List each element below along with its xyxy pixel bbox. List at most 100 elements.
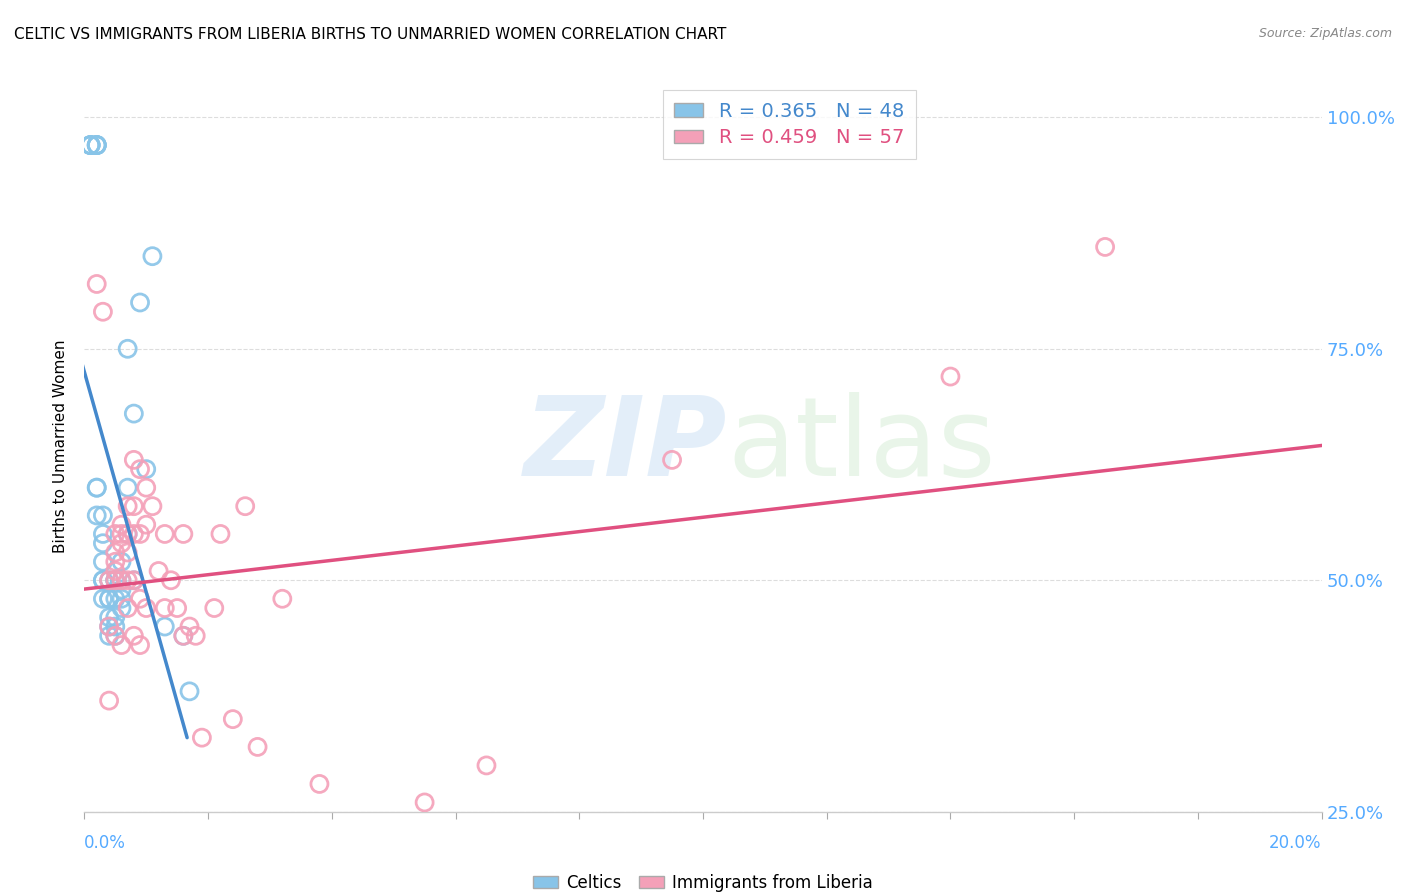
Point [129, 638, 152, 652]
Point [91, 527, 114, 541]
Point [91, 508, 114, 523]
Point [122, 574, 145, 588]
Point [135, 601, 157, 615]
Point [939, 369, 962, 384]
Point [110, 582, 132, 597]
Point [233, 499, 256, 513]
Point [98, 574, 121, 588]
Point [117, 601, 139, 615]
Text: 0.0%: 0.0% [84, 834, 127, 852]
Point [117, 342, 139, 356]
Point [135, 517, 157, 532]
Point [117, 499, 139, 513]
Text: atlas: atlas [728, 392, 997, 500]
Text: 20.0%: 20.0% [1270, 834, 1322, 852]
Point [179, 619, 201, 633]
Point [179, 684, 201, 698]
Point [91, 591, 114, 606]
Point [117, 574, 139, 588]
Point [413, 796, 436, 810]
Point [110, 555, 132, 569]
Point [86, 277, 108, 291]
Point [153, 601, 176, 615]
Point [104, 574, 127, 588]
Point [246, 739, 269, 754]
Point [122, 574, 145, 588]
Point [135, 462, 157, 476]
Point [117, 527, 139, 541]
Point [98, 629, 121, 643]
Point [104, 629, 127, 643]
Point [122, 527, 145, 541]
Point [98, 610, 121, 624]
Point [110, 574, 132, 588]
Point [98, 619, 121, 633]
Point [104, 527, 127, 541]
Point [86, 138, 108, 153]
Text: CELTIC VS IMMIGRANTS FROM LIBERIA BIRTHS TO UNMARRIED WOMEN CORRELATION CHART: CELTIC VS IMMIGRANTS FROM LIBERIA BIRTHS… [14, 27, 727, 42]
Point [110, 638, 132, 652]
Legend: Celtics, Immigrants from Liberia: Celtics, Immigrants from Liberia [527, 867, 879, 892]
Y-axis label: Births to Unmarried Women: Births to Unmarried Women [53, 339, 69, 553]
Point [160, 574, 183, 588]
Point [91, 536, 114, 550]
Point [184, 629, 207, 643]
Point [117, 545, 139, 559]
Point [91, 555, 114, 569]
Point [98, 591, 121, 606]
Point [104, 564, 127, 578]
Point [86, 481, 108, 495]
Point [110, 536, 132, 550]
Point [271, 591, 294, 606]
Point [79, 138, 101, 153]
Point [153, 527, 176, 541]
Point [117, 481, 139, 495]
Point [104, 545, 127, 559]
Point [475, 758, 498, 772]
Point [1094, 240, 1116, 254]
Point [98, 693, 121, 707]
Point [122, 407, 145, 421]
Point [86, 138, 108, 153]
Point [129, 295, 152, 310]
Point [122, 499, 145, 513]
Text: ZIP: ZIP [524, 392, 728, 500]
Point [79, 138, 101, 153]
Point [172, 527, 194, 541]
Point [104, 619, 127, 633]
Point [91, 304, 114, 318]
Point [122, 629, 145, 643]
Point [110, 527, 132, 541]
Point [129, 462, 152, 476]
Point [141, 499, 163, 513]
Point [209, 527, 232, 541]
Point [129, 527, 152, 541]
Point [153, 619, 176, 633]
Point [98, 591, 121, 606]
Point [104, 574, 127, 588]
Point [172, 629, 194, 643]
Point [86, 481, 108, 495]
Point [98, 619, 121, 633]
Point [98, 574, 121, 588]
Text: Source: ZipAtlas.com: Source: ZipAtlas.com [1258, 27, 1392, 40]
Point [129, 591, 152, 606]
Point [91, 574, 114, 588]
Point [202, 601, 225, 615]
Point [79, 138, 101, 153]
Point [191, 851, 214, 865]
Point [104, 610, 127, 624]
Point [104, 574, 127, 588]
Point [661, 453, 683, 467]
Point [86, 508, 108, 523]
Point [110, 574, 132, 588]
Point [110, 601, 132, 615]
Point [222, 712, 245, 726]
Point [166, 601, 188, 615]
Point [79, 138, 101, 153]
Point [104, 555, 127, 569]
Point [117, 527, 139, 541]
Point [110, 591, 132, 606]
Point [86, 138, 108, 153]
Point [191, 731, 214, 745]
